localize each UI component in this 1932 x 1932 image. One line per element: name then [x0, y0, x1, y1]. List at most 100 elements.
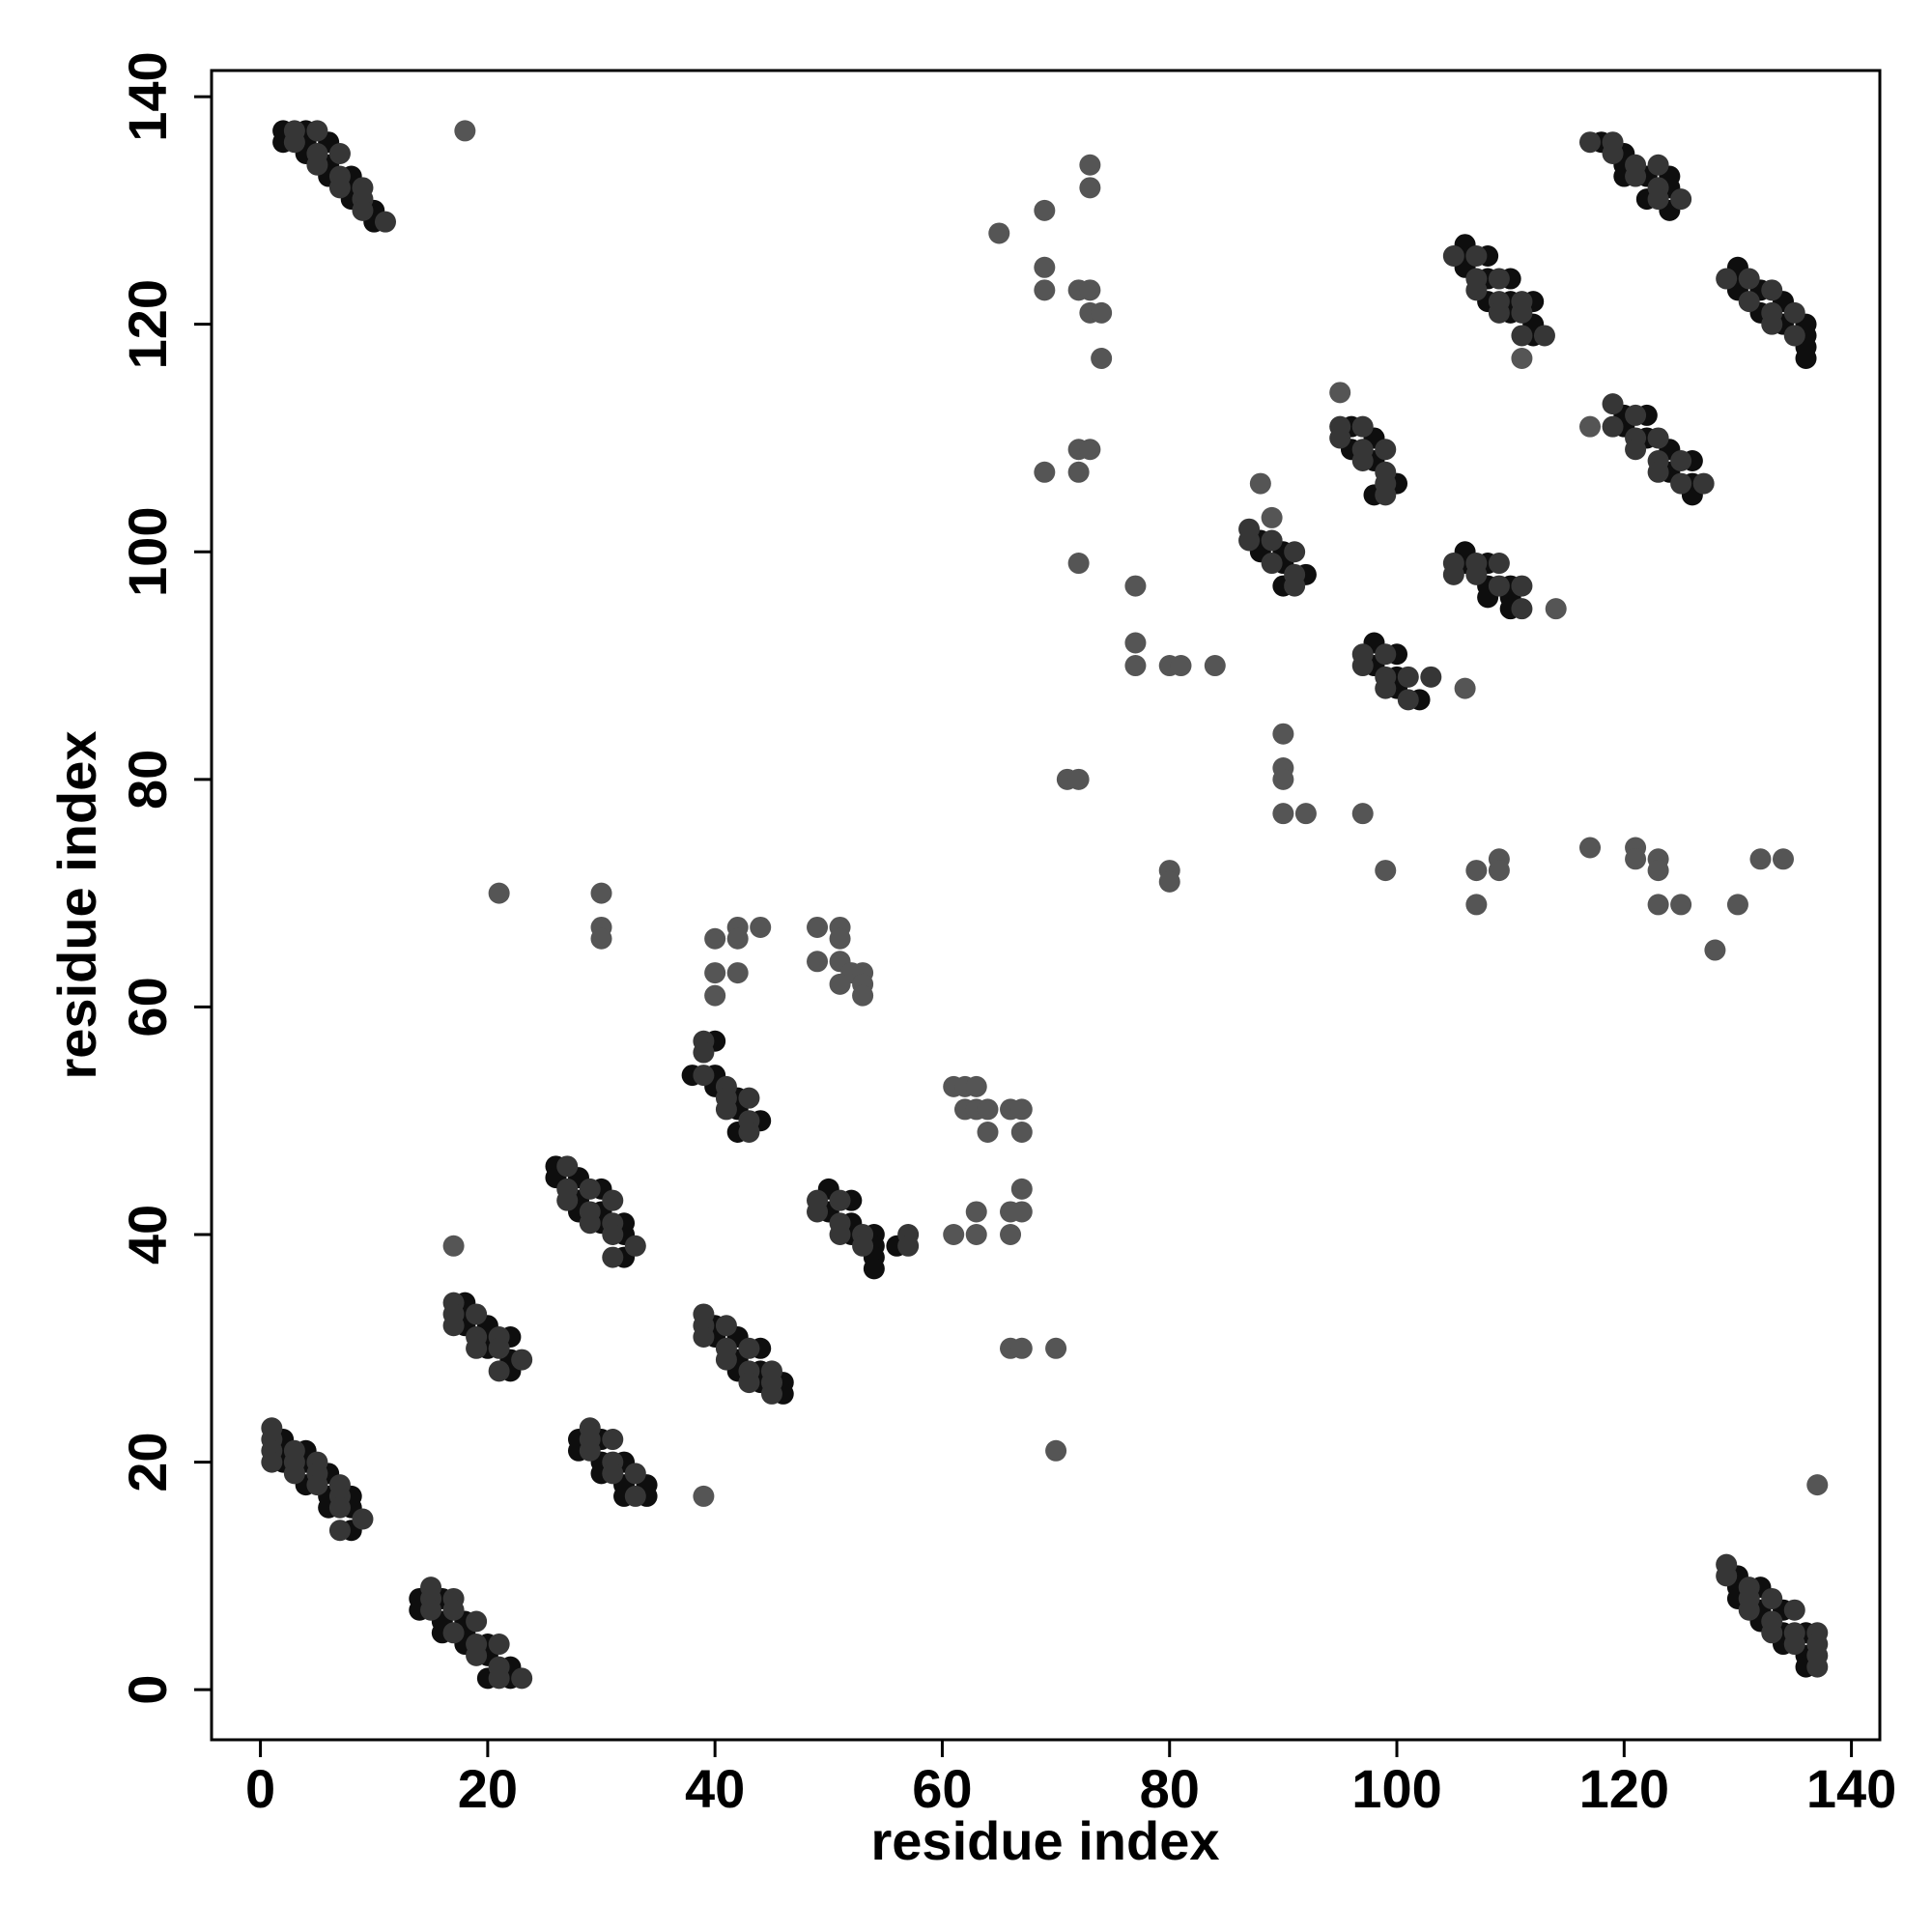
point — [1329, 427, 1351, 449]
point — [1261, 553, 1283, 575]
point — [1091, 348, 1113, 370]
point — [738, 1337, 760, 1359]
point — [1249, 472, 1271, 495]
point — [488, 1360, 510, 1382]
point — [1704, 939, 1726, 961]
point — [590, 927, 612, 950]
point — [693, 1303, 715, 1325]
point — [624, 1485, 646, 1507]
point — [965, 1201, 987, 1223]
point — [306, 120, 328, 142]
point — [1716, 1565, 1738, 1587]
point — [704, 984, 726, 1007]
point — [1375, 860, 1397, 882]
point — [1454, 677, 1476, 699]
point — [511, 1667, 533, 1690]
point — [1625, 439, 1647, 461]
point — [1261, 529, 1283, 552]
point — [1738, 291, 1760, 313]
point — [1670, 472, 1692, 495]
point — [352, 1508, 374, 1530]
point — [965, 1224, 987, 1246]
point — [829, 1224, 851, 1246]
plot-frame — [210, 69, 1882, 1742]
point — [488, 1634, 510, 1656]
point — [693, 1485, 715, 1507]
y-tick-label: 100 — [117, 507, 178, 597]
point — [760, 1372, 782, 1394]
point — [1010, 1337, 1033, 1359]
x-tick-label: 0 — [245, 1758, 275, 1819]
point — [1806, 1474, 1829, 1496]
y-tick-label: 0 — [117, 1675, 178, 1705]
point — [1272, 768, 1294, 790]
point — [1442, 245, 1464, 267]
point — [1795, 348, 1817, 370]
point — [1034, 256, 1056, 278]
point — [579, 1439, 601, 1462]
point — [1034, 461, 1056, 483]
y-tick-label: 60 — [117, 977, 178, 1037]
point — [1625, 404, 1647, 426]
point — [1579, 415, 1602, 438]
point — [328, 177, 351, 199]
point — [1067, 461, 1090, 483]
point — [1647, 894, 1669, 916]
point — [1488, 575, 1510, 597]
point — [1010, 1121, 1033, 1143]
point — [829, 973, 851, 995]
point — [624, 1235, 646, 1257]
point — [420, 1599, 442, 1621]
point — [1067, 768, 1090, 790]
point — [1465, 894, 1488, 916]
point — [1465, 245, 1488, 267]
point — [1272, 723, 1294, 745]
point — [1272, 803, 1294, 825]
x-axis-label: residue index — [870, 1810, 1219, 1871]
point — [715, 1315, 737, 1337]
point — [1761, 1587, 1783, 1609]
point — [807, 916, 829, 938]
point — [1465, 279, 1488, 301]
point — [1761, 1622, 1783, 1644]
y-tick-label: 20 — [117, 1432, 178, 1492]
x-tick-label: 60 — [912, 1758, 972, 1819]
point — [624, 1463, 646, 1485]
point — [726, 962, 749, 984]
point — [965, 1075, 987, 1097]
point — [1034, 279, 1056, 301]
point — [1375, 439, 1397, 461]
point — [1079, 279, 1101, 301]
point — [852, 1235, 874, 1257]
point — [1647, 860, 1669, 882]
point — [283, 1463, 305, 1485]
point — [1625, 165, 1647, 187]
point — [1158, 870, 1180, 893]
point — [1045, 1337, 1067, 1359]
point — [1000, 1224, 1022, 1246]
point — [1761, 313, 1783, 335]
point — [1034, 199, 1056, 221]
point — [1602, 142, 1624, 164]
point — [750, 916, 772, 938]
point — [1511, 348, 1533, 370]
point — [1124, 575, 1147, 597]
point — [1124, 655, 1147, 677]
point — [1647, 154, 1669, 176]
point — [1806, 1656, 1829, 1678]
point — [1204, 655, 1226, 677]
point — [1010, 1178, 1033, 1200]
point — [1124, 632, 1147, 654]
point — [693, 1065, 715, 1087]
point — [1375, 643, 1397, 666]
point — [1761, 279, 1783, 301]
point — [1045, 1439, 1067, 1462]
point — [442, 1235, 465, 1257]
point — [1579, 131, 1602, 154]
point — [693, 1326, 715, 1349]
point — [1726, 894, 1748, 916]
point — [1783, 301, 1805, 324]
point — [488, 882, 510, 904]
point — [602, 1463, 624, 1485]
point — [738, 1087, 760, 1109]
